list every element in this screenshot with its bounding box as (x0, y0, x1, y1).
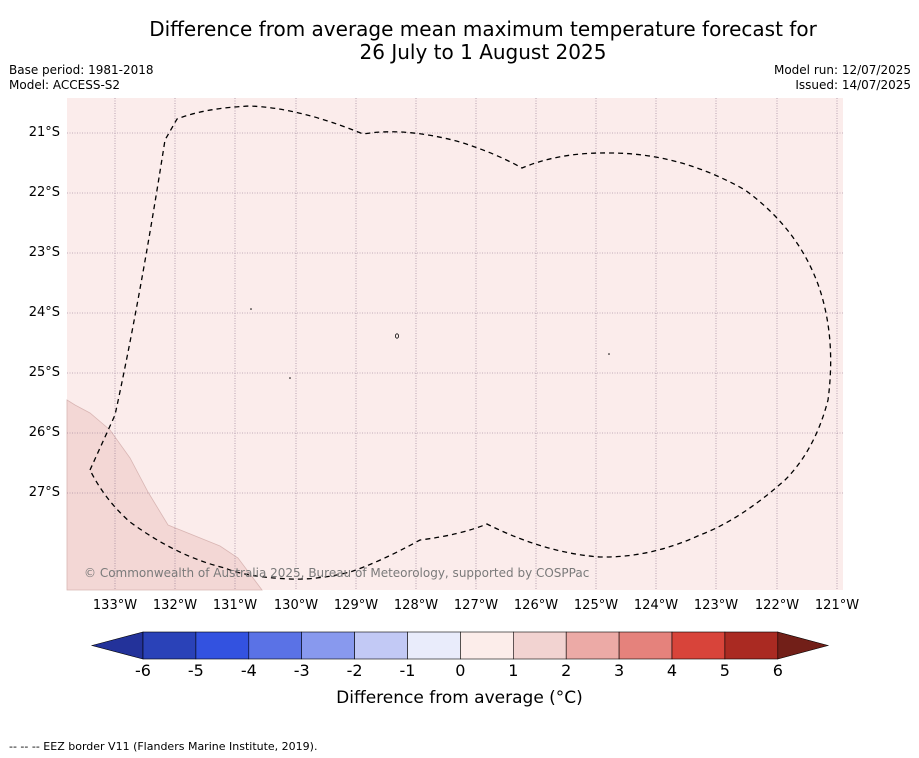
colorbar-tick-label: -1 (399, 661, 416, 680)
colorbar-tick-label: -5 (187, 661, 204, 680)
colorbar-swatch (460, 631, 514, 660)
colorbar-tick-label: 5 (719, 661, 730, 680)
colorbar-swatch (195, 631, 250, 660)
latitude-label: 23°S (28, 245, 60, 260)
longitude-label: 124°W (633, 598, 679, 613)
title-line-1: Difference from average mean maximum tem… (149, 17, 817, 41)
longitude-label: 125°W (573, 598, 619, 613)
colorbar-tick-label: 6 (772, 661, 783, 680)
longitude-label: 123°W (693, 598, 739, 613)
colorbar-tick-label: -3 (293, 661, 310, 680)
colorbar-swatch (671, 631, 726, 660)
latitude-label: 21°S (28, 125, 60, 140)
longitude-label: 128°W (393, 598, 439, 613)
colorbar-swatch (565, 631, 620, 660)
colorbar-tick-label: 2 (561, 661, 572, 680)
map-title: Difference from average mean maximum tem… (0, 18, 919, 64)
island-marker (394, 333, 399, 339)
copyright-notice: © Commonwealth of Australia 2025, Bureau… (84, 566, 590, 580)
longitude-label: 129°W (333, 598, 379, 613)
latitude-label: 27°S (28, 485, 60, 500)
colorbar (90, 631, 830, 660)
issued-date: Issued: 14/07/2025 (795, 78, 911, 92)
anomaly-region-1-2 (66, 399, 263, 591)
longitude-label: 121°W (814, 598, 860, 613)
colorbar-extend-min (90, 631, 144, 660)
colorbar-extend-max (777, 631, 830, 660)
colorbar-tick-label: -4 (240, 661, 257, 680)
colorbar-swatch (407, 631, 461, 660)
map-background (67, 98, 843, 590)
island-marker (289, 377, 291, 379)
longitude-label: 122°W (754, 598, 800, 613)
colorbar-swatch (248, 631, 303, 660)
colorbar-swatch (512, 631, 567, 660)
latitude-label: 25°S (28, 365, 60, 380)
meta-right: Model run: 12/07/2025 Issued: 14/07/2025 (774, 63, 911, 93)
colorbar-tick-label: 4 (666, 661, 678, 680)
latitude-label: 24°S (28, 305, 60, 320)
colorbar-swatch (301, 631, 355, 660)
colorbar-title: Difference from average (°C) (336, 688, 583, 708)
longitude-label: 131°W (212, 598, 258, 613)
title-line-2: 26 July to 1 August 2025 (359, 40, 607, 64)
model-run: Model run: 12/07/2025 (773, 63, 911, 77)
colorbar-swatch (142, 631, 197, 660)
longitude-label: 127°W (453, 598, 499, 613)
colorbar-tick-label: 3 (614, 661, 625, 680)
colorbar-swatch (354, 631, 408, 660)
base-period: Base period: 1981-2018 (9, 63, 154, 77)
meta-left: Base period: 1981-2018 Model: ACCESS-S2 (9, 63, 154, 93)
colorbar-tick-label: -6 (135, 661, 151, 680)
latitude-label: 26°S (28, 425, 60, 440)
colorbar-tick-label: -2 (346, 661, 363, 680)
longitude-label: 133°W (92, 598, 138, 613)
island-marker (608, 353, 610, 355)
colorbar-tick-label: 0 (455, 661, 466, 680)
colorbar-swatch (618, 631, 673, 660)
colorbar-tick-label: 1 (508, 661, 519, 680)
longitude-label: 126°W (513, 598, 559, 613)
latitude-label: 22°S (28, 185, 60, 200)
footer-note: -- -- -- EEZ border V11 (Flanders Marine… (9, 740, 318, 753)
longitude-label: 132°W (152, 598, 198, 613)
island-marker (250, 308, 252, 310)
model-name: Model: ACCESS-S2 (9, 78, 121, 92)
eez-border (89, 105, 832, 580)
colorbar-swatch (724, 631, 779, 660)
graticule (67, 98, 843, 590)
longitude-label: 130°W (273, 598, 319, 613)
